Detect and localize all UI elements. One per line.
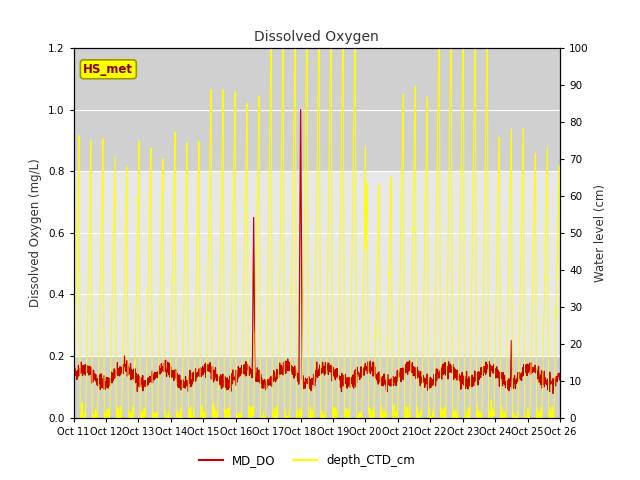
Bar xyxy=(74,356,560,418)
Y-axis label: Water level (cm): Water level (cm) xyxy=(594,184,607,282)
Bar xyxy=(74,48,560,171)
Y-axis label: Dissolved Oxygen (mg/L): Dissolved Oxygen (mg/L) xyxy=(29,158,42,307)
Legend: MD_DO, depth_CTD_cm: MD_DO, depth_CTD_cm xyxy=(195,449,420,472)
Text: HS_met: HS_met xyxy=(83,63,133,76)
Title: Dissolved Oxygen: Dissolved Oxygen xyxy=(255,30,379,44)
